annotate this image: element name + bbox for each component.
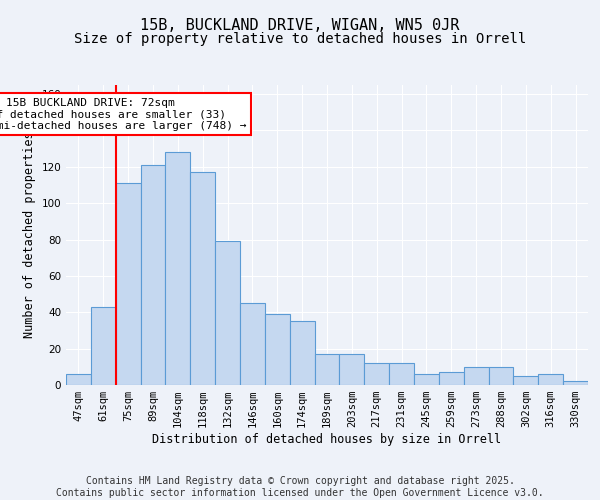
Text: 15B, BUCKLAND DRIVE, WIGAN, WN5 0JR: 15B, BUCKLAND DRIVE, WIGAN, WN5 0JR — [140, 18, 460, 32]
Bar — [265, 314, 290, 385]
Bar — [215, 242, 240, 385]
Bar — [290, 322, 314, 385]
Bar — [389, 363, 414, 385]
Bar — [364, 363, 389, 385]
Bar — [464, 367, 488, 385]
Bar — [140, 165, 166, 385]
Bar — [488, 367, 514, 385]
Bar — [538, 374, 563, 385]
Bar — [340, 354, 364, 385]
Bar — [240, 303, 265, 385]
X-axis label: Distribution of detached houses by size in Orrell: Distribution of detached houses by size … — [152, 433, 502, 446]
Bar — [91, 307, 116, 385]
Bar — [314, 354, 340, 385]
Text: Contains HM Land Registry data © Crown copyright and database right 2025.
Contai: Contains HM Land Registry data © Crown c… — [56, 476, 544, 498]
Bar — [514, 376, 538, 385]
Bar — [414, 374, 439, 385]
Bar — [66, 374, 91, 385]
Bar — [190, 172, 215, 385]
Bar — [439, 372, 464, 385]
Bar — [116, 183, 140, 385]
Bar — [563, 382, 588, 385]
Bar — [166, 152, 190, 385]
Text: 15B BUCKLAND DRIVE: 72sqm
← 4% of detached houses are smaller (33)
96% of semi-d: 15B BUCKLAND DRIVE: 72sqm ← 4% of detach… — [0, 98, 246, 131]
Text: Size of property relative to detached houses in Orrell: Size of property relative to detached ho… — [74, 32, 526, 46]
Y-axis label: Number of detached properties: Number of detached properties — [23, 132, 36, 338]
